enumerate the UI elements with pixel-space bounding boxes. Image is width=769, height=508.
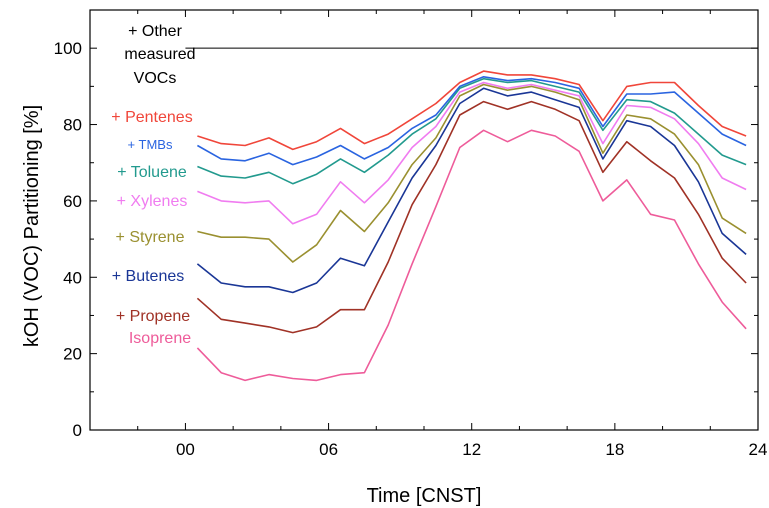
series-line-xylenes xyxy=(197,81,747,225)
series-label-styrene: + Styrene xyxy=(116,229,185,246)
series-line-pentenes xyxy=(197,70,747,151)
y-tick-label: 60 xyxy=(63,192,82,211)
series-label-butenes: + Butenes xyxy=(112,268,185,285)
series-line-toluene xyxy=(197,77,747,185)
series-label-pentenes: + Pentenes xyxy=(111,109,192,126)
series-line-tmbs xyxy=(197,76,747,166)
series-line-butenes xyxy=(196,87,747,294)
y-tick-label: 20 xyxy=(63,345,82,364)
reference-line-group: + Other measured VOCs xyxy=(124,23,758,87)
y-tick-label: 80 xyxy=(63,116,82,135)
y-tick-label: 40 xyxy=(63,268,82,287)
y-axis-title: kOH (VOC) Partitioning [%] xyxy=(21,105,43,347)
reference-line-label: + Other xyxy=(128,23,182,40)
x-tick-label: 12 xyxy=(462,440,481,459)
reference-line-label: measured xyxy=(124,46,195,63)
y-tick-label: 0 xyxy=(73,421,82,440)
series-label-isoprene: Isoprene xyxy=(129,330,191,347)
y-tick-label: 100 xyxy=(54,39,82,58)
series-line-styrene xyxy=(197,83,747,263)
x-tick-label: 18 xyxy=(605,440,624,459)
series-line-isoprene xyxy=(196,129,747,382)
series-lines xyxy=(196,70,747,382)
series-labels: Isoprene + Propene + Butenes + Styrene + Xyl… xyxy=(111,109,192,347)
series-label-tmbs: + TMBs xyxy=(128,137,173,152)
series-line-propene xyxy=(196,100,747,334)
x-axis-title: Time [CNST] xyxy=(367,485,482,507)
series-label-xylenes: + Xylenes xyxy=(117,193,188,210)
x-tick-label: 06 xyxy=(319,440,338,459)
reference-line-label: VOCs xyxy=(134,70,177,87)
x-tick-label: 24 xyxy=(749,440,768,459)
axes: 0 20 40 60 80 100 00 06 12 18 24 xyxy=(54,9,768,459)
series-label-propene: + Propene xyxy=(116,308,190,325)
x-tick-label: 00 xyxy=(176,440,195,459)
series-label-toluene: + Toluene xyxy=(117,164,187,181)
